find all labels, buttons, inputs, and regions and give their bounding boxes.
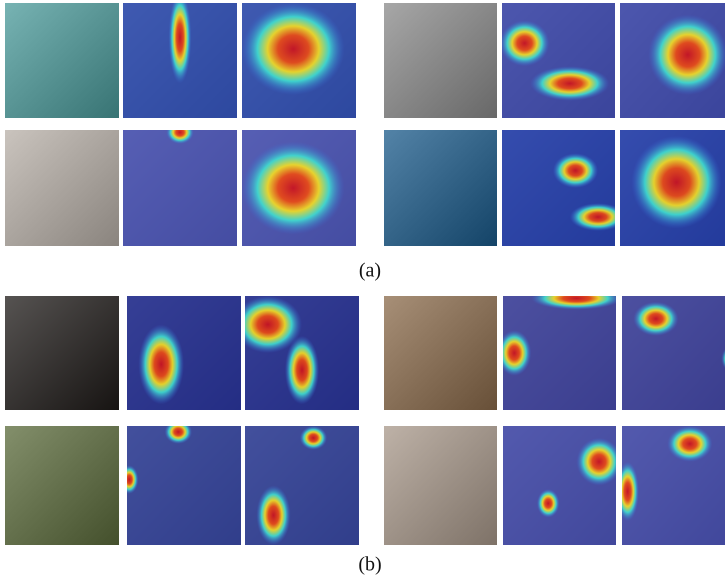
heat-spot [285, 336, 319, 404]
heat-spot [120, 465, 138, 494]
heatmap [620, 130, 725, 246]
photo [384, 426, 497, 545]
caption: (a) [359, 260, 381, 282]
heat-spot [300, 426, 327, 450]
photo [5, 426, 119, 545]
photo-shade [384, 426, 497, 545]
heat-spot [166, 121, 193, 144]
photo-shade [5, 3, 119, 118]
heatmap [234, 296, 359, 410]
photo-shade [5, 296, 119, 410]
heat-spot [633, 302, 678, 336]
heat-base [127, 426, 241, 545]
heat-spot [165, 420, 192, 444]
heatmap [500, 3, 615, 118]
heat-spot [256, 486, 290, 546]
heat-spot [530, 66, 609, 101]
heat-spot [242, 3, 345, 95]
photo [5, 3, 119, 118]
heatmap [620, 3, 725, 118]
heatmap [502, 130, 626, 246]
photo [5, 130, 119, 246]
heat-spot [537, 489, 560, 518]
heatmap [503, 426, 622, 545]
heatmap [242, 130, 356, 246]
heatmap [242, 3, 356, 118]
photo [384, 3, 497, 118]
heatmap [497, 287, 621, 410]
photo [5, 296, 119, 410]
heat-spot [576, 438, 621, 486]
heat-spot [648, 15, 725, 96]
heatmap [120, 420, 241, 545]
heatmap [245, 426, 359, 545]
figure: (a) (b) [0, 0, 725, 583]
heatmap [127, 296, 241, 410]
photo-shade [384, 3, 497, 118]
heatmap [616, 426, 725, 545]
heat-spot [531, 287, 621, 310]
heat-base [123, 130, 237, 246]
photo-shade [384, 296, 497, 410]
heat-spot [616, 462, 639, 522]
photo [384, 130, 497, 246]
heat-spot [500, 20, 550, 66]
photo-shade [5, 130, 119, 246]
heat-spot [138, 325, 184, 405]
photo-shade [384, 130, 497, 246]
heat-spot [667, 426, 712, 462]
photo [384, 296, 497, 410]
heat-spot [570, 203, 627, 231]
heatmap [622, 296, 725, 410]
heat-spot [497, 330, 531, 376]
heatmap [123, 0, 237, 118]
caption: (b) [358, 554, 381, 576]
photo-shade [5, 426, 119, 545]
heat-spot [631, 136, 721, 229]
heatmap [123, 121, 237, 246]
heat-spot [553, 153, 598, 188]
heat-spot [242, 142, 345, 235]
